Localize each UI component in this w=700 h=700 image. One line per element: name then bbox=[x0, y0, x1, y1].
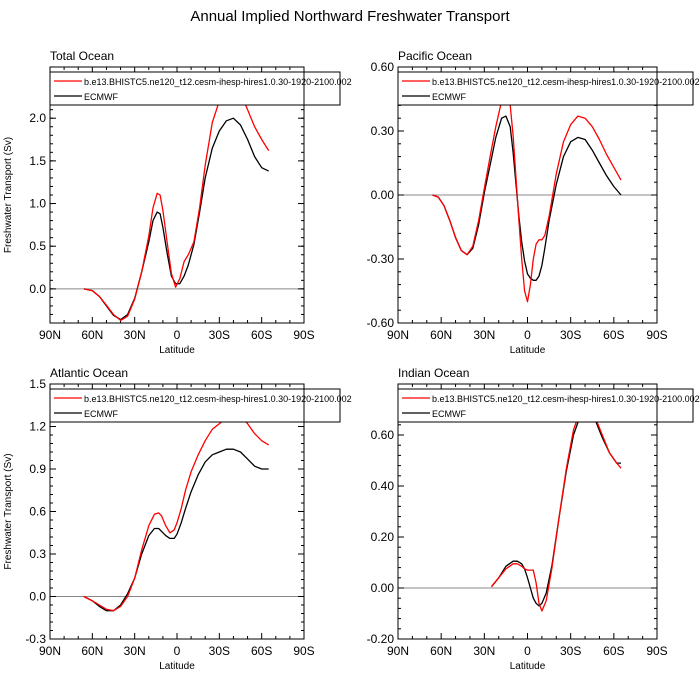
x-tick-label: 0 bbox=[174, 328, 181, 342]
y-tick-label: 0.20 bbox=[371, 530, 395, 544]
y-tick-label: 1.5 bbox=[29, 377, 46, 391]
x-tick-label: 90N bbox=[39, 328, 61, 342]
panel-pacific-ocean: Pacific Ocean 90N 60N 30N 0 30S 60S 90S -0.60 -0.… bbox=[367, 49, 700, 356]
legend-box bbox=[49, 71, 341, 106]
legend-label: ECMWF bbox=[84, 409, 118, 419]
x-axis-label: Latitude bbox=[510, 661, 546, 672]
x-tick-label: 30S bbox=[209, 644, 230, 658]
y-tick-label: 0.3 bbox=[29, 547, 46, 561]
legend: b.e13.BHISTC5.ne120_t12.cesm-ihesp-hires… bbox=[397, 388, 700, 423]
y-tick-label: 1.2 bbox=[29, 420, 46, 434]
x-tick-label: 0 bbox=[174, 644, 181, 658]
y-tick-label: -0.60 bbox=[367, 316, 395, 330]
y-tick-label: 0.40 bbox=[371, 479, 395, 493]
x-tick-label: 0 bbox=[524, 328, 531, 342]
x-axis-label: Latitude bbox=[510, 345, 546, 356]
legend: b.e13.BHISTC5.ne120_t12.cesm-ihesp-hires… bbox=[49, 388, 352, 423]
legend-label: ECMWF bbox=[432, 92, 466, 102]
y-tick-label: 0.00 bbox=[371, 581, 395, 595]
legend-label: b.e13.BHISTC5.ne120_t12.cesm-ihesp-hires… bbox=[432, 77, 700, 87]
x-axis-label: Latitude bbox=[159, 345, 195, 356]
x-tick-label: 30N bbox=[473, 644, 495, 658]
x-tick-label: 30N bbox=[124, 328, 146, 342]
series-line-ecmwf bbox=[83, 448, 269, 612]
plot-frame bbox=[397, 66, 658, 324]
x-tick-label: 30N bbox=[473, 328, 495, 342]
legend-box bbox=[397, 388, 694, 423]
y-tick-label: 0.60 bbox=[371, 60, 395, 74]
x-tick-label: 60N bbox=[430, 644, 452, 658]
legend-label: ECMWF bbox=[432, 409, 466, 419]
panel-title: Total Ocean bbox=[50, 49, 114, 63]
x-tick-label: 60S bbox=[251, 644, 272, 658]
x-tick-label: 60S bbox=[603, 644, 624, 658]
y-tick-label: 0.0 bbox=[29, 590, 46, 604]
y-tick-label: 1.0 bbox=[29, 197, 46, 211]
y-tick-label: 0.9 bbox=[29, 462, 46, 476]
legend-box bbox=[397, 71, 694, 106]
x-tick-label: 90S bbox=[293, 644, 314, 658]
x-tick-label: 60S bbox=[251, 328, 272, 342]
y-tick-label: 2.0 bbox=[29, 111, 46, 125]
series-line-ecmwf bbox=[432, 115, 622, 281]
panel-title: Indian Ocean bbox=[398, 366, 469, 380]
x-tick-label: 90N bbox=[387, 328, 409, 342]
x-axis-label: Latitude bbox=[159, 661, 195, 672]
panel-title: Atlantic Ocean bbox=[50, 366, 128, 380]
x-tick-label: 90S bbox=[646, 644, 667, 658]
legend-box bbox=[49, 388, 341, 423]
x-tick-label: 60S bbox=[603, 328, 624, 342]
legend-label: b.e13.BHISTC5.ne120_t12.cesm-ihesp-hires… bbox=[432, 394, 700, 404]
x-tick-label: 90S bbox=[646, 328, 667, 342]
x-tick-label: 30S bbox=[560, 328, 581, 342]
x-tick-label: 0 bbox=[524, 644, 531, 658]
panel-indian-ocean: Indian Ocean 90N 60N 30N 0 30S 60S 90S -0.20 0.00… bbox=[367, 366, 700, 672]
legend-label: b.e13.BHISTC5.ne120_t12.cesm-ihesp-hires… bbox=[84, 394, 352, 404]
x-tick-label: 90N bbox=[39, 644, 61, 658]
x-tick-label: 30S bbox=[209, 328, 230, 342]
panel-total-ocean: Total Ocean 90N 60N 30N 0 30S 60S 90S 0.0 0.5 1.0 1… bbox=[3, 49, 352, 356]
series-line-model bbox=[432, 91, 622, 303]
y-tick-label: 0.60 bbox=[371, 428, 395, 442]
y-axis-label: Freshwater Transport (Sv) bbox=[3, 453, 14, 569]
x-tick-label: 30N bbox=[124, 644, 146, 658]
x-tick-label: 60N bbox=[81, 644, 103, 658]
legend: b.e13.BHISTC5.ne120_t12.cesm-ihesp-hires… bbox=[397, 71, 700, 106]
y-tick-label: -0.30 bbox=[367, 252, 395, 266]
legend-label: ECMWF bbox=[84, 92, 118, 102]
x-tick-label: 60N bbox=[430, 328, 452, 342]
y-tick-label: 0.0 bbox=[29, 282, 46, 296]
series-line-model bbox=[83, 86, 270, 322]
plot-frame bbox=[49, 66, 305, 324]
plot-frame bbox=[49, 383, 305, 640]
series-line-ecmwf bbox=[83, 117, 269, 321]
legend: b.e13.BHISTC5.ne120_t12.cesm-ihesp-hires… bbox=[49, 71, 352, 106]
y-tick-label: -0.3 bbox=[25, 632, 46, 646]
figure-title: Annual Implied Northward Freshwater Tran… bbox=[190, 8, 510, 25]
y-tick-label: 0.5 bbox=[29, 239, 46, 253]
panel-atlantic-ocean: Atlantic Ocean 90N 60N 30N 0 30S 60S 90S -0.3 0.0… bbox=[3, 366, 352, 672]
x-tick-label: 90N bbox=[387, 644, 409, 658]
series-line-ecmwf bbox=[490, 408, 621, 607]
y-tick-label: 0.6 bbox=[29, 505, 46, 519]
plot-frame bbox=[397, 383, 658, 640]
x-tick-label: 30S bbox=[560, 644, 581, 658]
y-tick-label: 1.5 bbox=[29, 154, 46, 168]
x-tick-label: 60N bbox=[81, 328, 103, 342]
y-tick-label: 0.30 bbox=[371, 124, 395, 138]
x-tick-label: 90S bbox=[293, 328, 314, 342]
panel-title: Pacific Ocean bbox=[398, 49, 472, 63]
legend-label: b.e13.BHISTC5.ne120_t12.cesm-ihesp-hires… bbox=[84, 77, 352, 87]
y-tick-label: 0.00 bbox=[371, 188, 395, 202]
y-tick-label: -0.20 bbox=[367, 632, 395, 646]
y-axis-label: Freshwater Transport (Sv) bbox=[3, 137, 14, 253]
series-line-model bbox=[83, 414, 270, 612]
